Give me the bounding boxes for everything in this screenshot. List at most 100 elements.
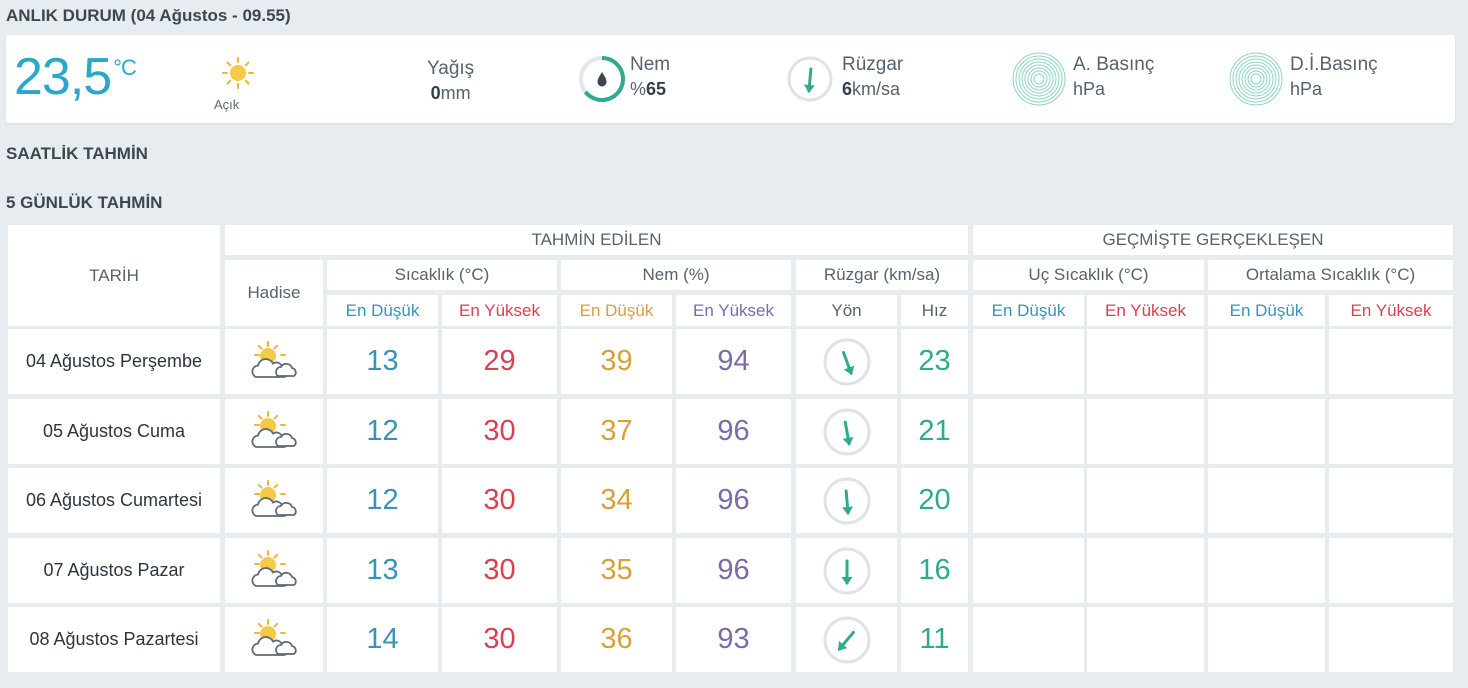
humidity-prefix: %: [630, 79, 647, 99]
humidity-low-value: 36: [561, 607, 672, 672]
wind-speed-value: 11: [901, 607, 968, 672]
humidity-high-header: En Yüksek: [676, 295, 791, 326]
past-avg-low-cell: [1208, 468, 1325, 533]
wind-speed-value: 20: [901, 468, 968, 533]
pressure-rings-icon: [1011, 51, 1067, 112]
wind-metric: Rüzgar 6km/sa: [842, 53, 903, 101]
past-avg-high-cell: [1329, 399, 1453, 464]
humidity-header: Nem (%): [561, 260, 791, 290]
past-extreme-low-header: En Düşük: [973, 295, 1084, 326]
pressure-rings-icon: [1228, 51, 1284, 112]
temp-high-header: En Yüksek: [442, 295, 557, 326]
current-conditions-card: 23,5°C Açık Yağış 0mm Nem %65: [6, 35, 1455, 123]
humidity-high-value: 96: [676, 538, 791, 603]
temp-low-value: 13: [327, 538, 438, 603]
past-extreme-low-cell: [973, 329, 1084, 394]
past-extreme-high-cell: [1087, 329, 1204, 394]
temp-low-value: 14: [327, 607, 438, 672]
partly-cloudy-icon: [225, 329, 323, 394]
rain-metric: Yağış 0mm: [427, 57, 474, 105]
past-avg-low-header: En Düşük: [1208, 295, 1325, 326]
wind-speed-header: Hız: [901, 295, 968, 326]
temp-high-value: 29: [442, 329, 557, 394]
current-condition: Açık: [214, 97, 240, 112]
humidity-gauge-icon: [578, 55, 626, 108]
wind-direction-icon: [796, 468, 897, 533]
temp-low-value: 12: [327, 468, 438, 533]
hourly-forecast-title[interactable]: SAATLİK TAHMİN: [6, 144, 148, 163]
past-avg-high-cell: [1329, 607, 1453, 672]
humidity-high-value: 96: [676, 468, 791, 533]
past-avg-high-cell: [1329, 538, 1453, 603]
date-header: TARİH: [8, 225, 220, 326]
row-date: 05 Ağustos Cuma: [8, 399, 220, 464]
row-date: 06 Ağustos Cumartesi: [8, 468, 220, 533]
temperature-value: 23,5: [14, 48, 112, 106]
avg-temp-header: Ortalama Sıcaklık (°C): [1208, 260, 1453, 290]
temp-low-value: 12: [327, 399, 438, 464]
daily-forecast-title[interactable]: 5 GÜNLÜK TAHMİN: [6, 193, 163, 212]
past-avg-low-cell: [1208, 329, 1325, 394]
wind-direction-icon: [796, 607, 897, 672]
partly-cloudy-icon: [225, 538, 323, 603]
past-avg-high-header: En Yüksek: [1329, 295, 1453, 326]
past-extreme-high-header: En Yüksek: [1087, 295, 1204, 326]
current-temperature: 23,5°C: [14, 48, 137, 106]
wind-label: Rüzgar: [842, 54, 904, 75]
humidity-high-value: 94: [676, 329, 791, 394]
temp-high-value: 30: [442, 399, 557, 464]
humidity-low-value: 37: [561, 399, 672, 464]
temp-low-value: 13: [327, 329, 438, 394]
wind-unit: km/sa: [852, 79, 901, 99]
humidity-low-value: 35: [561, 538, 672, 603]
partly-cloudy-icon: [225, 468, 323, 533]
forecast-header: TAHMİN EDİLEN: [225, 225, 968, 255]
wind-speed-value: 21: [901, 399, 968, 464]
partly-cloudy-icon: [225, 399, 323, 464]
event-header: Hadise: [225, 260, 323, 326]
wind-speed-value: 16: [901, 538, 968, 603]
temp-high-value: 30: [442, 607, 557, 672]
wind-direction-icon: [796, 538, 897, 603]
wind-direction-icon: [786, 55, 834, 108]
humidity-low-value: 39: [561, 329, 672, 394]
humidity-metric: Nem %65: [630, 53, 670, 101]
humidity-low-value: 34: [561, 468, 672, 533]
humidity-label: Nem: [630, 54, 671, 75]
temp-high-value: 30: [442, 468, 557, 533]
pressure-metric: A. Basınç hPa: [1073, 53, 1154, 101]
past-avg-high-cell: [1329, 329, 1453, 394]
wind-direction-header: Yön: [796, 295, 897, 326]
partly-cloudy-icon: [225, 607, 323, 672]
humidity-high-value: 96: [676, 399, 791, 464]
temp-low-header: En Düşük: [327, 295, 438, 326]
wind-speed-value: 23: [901, 329, 968, 394]
sea-pressure-label: D.İ.Basınç: [1290, 54, 1378, 75]
past-avg-high-cell: [1329, 468, 1453, 533]
current-title-date: (04 Ağustos - 09.55): [130, 6, 291, 25]
sun-icon: [220, 55, 256, 96]
humidity-value: 65: [646, 79, 667, 99]
rain-label: Yağış: [427, 58, 475, 79]
temperature-header: Sıcaklık (°C): [327, 260, 557, 290]
pressure-unit: hPa: [1073, 79, 1106, 99]
pressure-label: A. Basınç: [1073, 54, 1155, 75]
wind-direction-icon: [796, 329, 897, 394]
past-extreme-high-cell: [1087, 607, 1204, 672]
past-extreme-high-cell: [1087, 468, 1204, 533]
past-extreme-low-cell: [973, 607, 1084, 672]
sea-pressure-metric: D.İ.Basınç hPa: [1290, 53, 1378, 101]
wind-header: Rüzgar (km/sa): [796, 260, 968, 290]
temp-high-value: 30: [442, 538, 557, 603]
rain-unit: mm: [440, 83, 471, 103]
humidity-low-header: En Düşük: [561, 295, 672, 326]
past-extreme-low-cell: [973, 399, 1084, 464]
past-extreme-high-cell: [1087, 538, 1204, 603]
temperature-unit: °C: [113, 55, 137, 80]
current-title-bold: ANLIK DURUM: [6, 6, 126, 25]
past-extreme-low-cell: [973, 468, 1084, 533]
past-header: GEÇMİŞTE GERÇEKLEŞEN: [973, 225, 1453, 255]
past-avg-low-cell: [1208, 399, 1325, 464]
row-date: 08 Ağustos Pazartesi: [8, 607, 220, 672]
row-date: 07 Ağustos Pazar: [8, 538, 220, 603]
